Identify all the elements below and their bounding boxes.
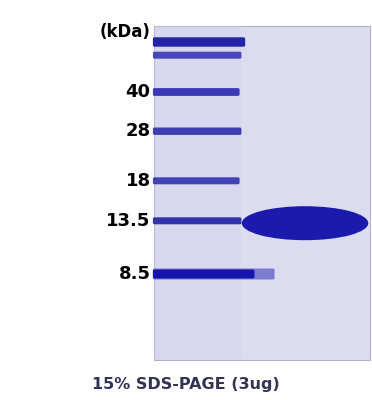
Text: 15% SDS-PAGE (3ug): 15% SDS-PAGE (3ug) (92, 376, 280, 392)
Bar (154, 26, 370, 360)
Text: 13.5: 13.5 (106, 212, 151, 230)
FancyBboxPatch shape (153, 270, 254, 278)
FancyBboxPatch shape (153, 128, 241, 135)
Bar (154, 26, 241, 360)
FancyBboxPatch shape (153, 177, 240, 184)
Text: 8.5: 8.5 (119, 265, 151, 283)
Text: (kDa): (kDa) (100, 23, 151, 41)
FancyBboxPatch shape (153, 268, 275, 280)
Text: 18: 18 (125, 172, 151, 190)
Text: 40: 40 (126, 83, 151, 101)
Text: 28: 28 (125, 122, 151, 140)
Ellipse shape (242, 206, 368, 240)
FancyBboxPatch shape (153, 217, 241, 224)
FancyBboxPatch shape (153, 37, 245, 47)
FancyBboxPatch shape (153, 88, 240, 96)
FancyBboxPatch shape (153, 52, 241, 59)
